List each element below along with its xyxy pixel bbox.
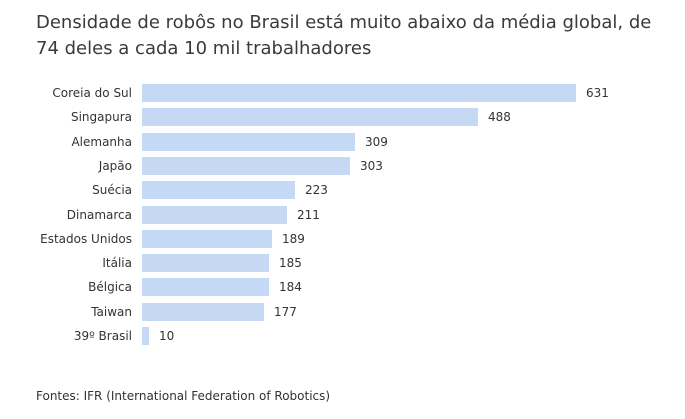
data-label: 10 [159, 329, 175, 343]
bar [142, 278, 269, 296]
data-label: 488 [488, 110, 511, 124]
category-label: Dinamarca [66, 208, 132, 222]
chart-title: Densidade de robôs no Brasil está muito … [36, 12, 652, 59]
category-label: Coreia do Sul [52, 86, 132, 100]
data-label: 177 [274, 305, 297, 319]
bar [142, 254, 269, 272]
data-label: 211 [297, 208, 320, 222]
category-label: 39º Brasil [73, 329, 132, 343]
category-label: Itália [102, 256, 132, 270]
data-label: 189 [282, 232, 305, 246]
bar [142, 157, 350, 175]
bar [142, 133, 355, 151]
bar [142, 206, 287, 224]
bar [142, 181, 295, 199]
category-label: Japão [98, 159, 132, 173]
category-label: Estados Unidos [40, 232, 132, 246]
bar [142, 108, 478, 126]
category-label: Singapura [70, 110, 132, 124]
data-label: 309 [365, 135, 388, 149]
category-label: Suécia [92, 183, 132, 197]
data-label: 184 [279, 280, 302, 294]
data-label: 185 [279, 256, 302, 270]
bar [142, 84, 576, 102]
category-label: Bélgica [88, 280, 132, 294]
category-label: Alemanha [71, 135, 132, 149]
bar [142, 303, 264, 321]
category-label: Taiwan [91, 305, 132, 319]
data-label: 631 [586, 86, 609, 100]
source-note: Fontes: IFR (International Federation of… [36, 389, 331, 403]
data-label: 303 [360, 159, 383, 173]
data-label: 223 [305, 183, 328, 197]
bar [142, 230, 272, 248]
bar [142, 327, 149, 345]
